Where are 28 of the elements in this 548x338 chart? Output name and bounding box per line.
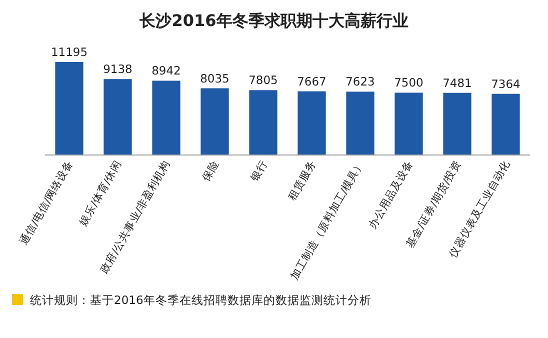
- bar: [104, 79, 132, 155]
- data-label: 7623: [346, 74, 375, 89]
- data-label: 7364: [491, 76, 520, 91]
- bar: [152, 80, 180, 155]
- data-label: 7481: [442, 76, 472, 90]
- data-label: 8035: [200, 71, 230, 86]
- data-label: 7500: [394, 76, 424, 90]
- data-label: 7805: [248, 73, 278, 88]
- x-tick-label: 租赁服务: [285, 158, 318, 203]
- data-label: 8942: [152, 64, 181, 78]
- data-label: 11195: [50, 45, 88, 59]
- x-tick-label: 银行: [248, 158, 270, 184]
- x-tick-label: 娱乐/体育/休闲: [76, 158, 124, 228]
- bar: [298, 91, 326, 155]
- bar: [55, 62, 84, 155]
- text: 统计规则：基于2016年冬季在线招聘数据库的数据监测统计分析: [30, 293, 372, 307]
- data-label: 9138: [103, 62, 132, 76]
- data-label: 7667: [297, 74, 326, 88]
- bar: [200, 88, 229, 155]
- bar: [249, 90, 278, 155]
- chart-title: 长沙2016年冬季求职期十大高薪行业: [138, 11, 408, 30]
- bar: [492, 94, 520, 155]
- x-tick-label: 通信/电信/网络设备: [17, 158, 76, 247]
- bar: [394, 92, 423, 155]
- x-tick-label: 办公用品及设备: [366, 158, 416, 232]
- x-tick-label: 保险: [200, 158, 222, 184]
- bar: [443, 92, 472, 155]
- bar: [346, 92, 374, 155]
